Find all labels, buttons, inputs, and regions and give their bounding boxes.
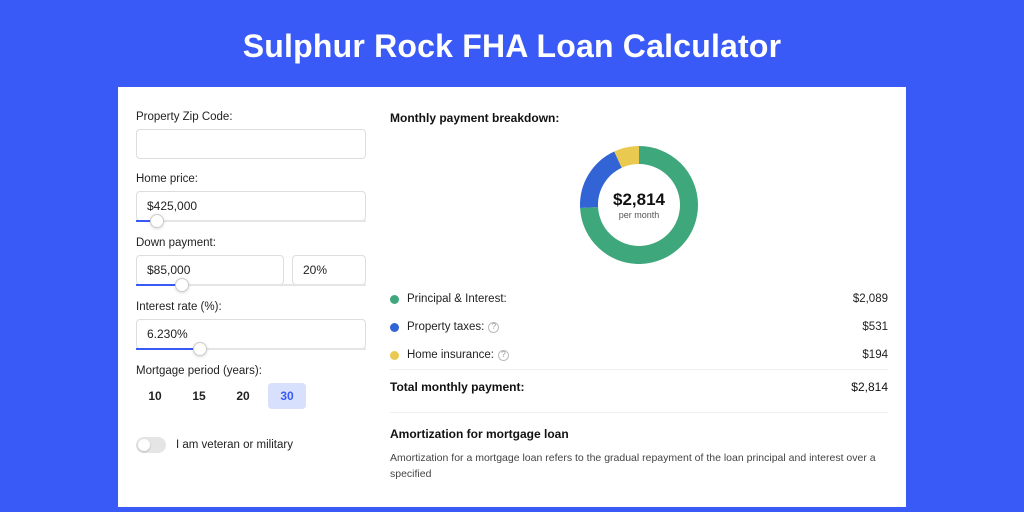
legend-dot [390, 295, 399, 304]
down-payment-slider[interactable] [136, 283, 366, 287]
veteran-row: I am veteran or military [136, 437, 366, 453]
home-price-label: Home price: [136, 173, 366, 185]
legend-dot [390, 323, 399, 332]
interest-rate-input[interactable] [136, 319, 366, 349]
legend-dot [390, 351, 399, 360]
breakdown-value: $194 [862, 349, 888, 361]
donut-segment-ins [618, 155, 639, 160]
info-icon[interactable]: ? [498, 350, 509, 361]
total-value: $2,814 [851, 380, 888, 394]
period-option-15[interactable]: 15 [180, 383, 218, 409]
breakdown-column: Monthly payment breakdown: $2,814 per mo… [384, 111, 888, 507]
breakdown-value: $531 [862, 321, 888, 333]
breakdown-title: Monthly payment breakdown: [390, 111, 888, 125]
toggle-thumb [138, 439, 150, 451]
breakdown-rows: Principal & Interest:$2,089Property taxe… [390, 285, 888, 369]
amortization-title: Amortization for mortgage loan [390, 427, 888, 441]
mortgage-period-label: Mortgage period (years): [136, 365, 366, 377]
interest-rate-field-group: Interest rate (%): [136, 301, 366, 351]
interest-rate-label: Interest rate (%): [136, 301, 366, 313]
breakdown-row: Property taxes:?$531 [390, 313, 888, 341]
veteran-toggle[interactable] [136, 437, 166, 453]
zip-field-group: Property Zip Code: [136, 111, 366, 159]
zip-input[interactable] [136, 129, 366, 159]
home-price-slider[interactable] [136, 219, 366, 223]
breakdown-row: Home insurance:?$194 [390, 341, 888, 369]
period-option-10[interactable]: 10 [136, 383, 174, 409]
donut-center-label: per month [613, 210, 665, 220]
calculator-card: Property Zip Code: Home price: Down paym… [118, 87, 906, 507]
period-options: 10152030 [136, 383, 366, 409]
amortization-text: Amortization for a mortgage loan refers … [390, 451, 888, 483]
inputs-column: Property Zip Code: Home price: Down paym… [136, 111, 384, 507]
down-payment-amount-input[interactable] [136, 255, 284, 285]
zip-label: Property Zip Code: [136, 111, 366, 123]
down-payment-label: Down payment: [136, 237, 366, 249]
donut-center-value: $2,814 [613, 190, 665, 210]
amortization-section: Amortization for mortgage loan Amortizat… [390, 412, 888, 483]
home-price-field-group: Home price: [136, 173, 366, 223]
total-row: Total monthly payment: $2,814 [390, 369, 888, 408]
breakdown-row: Principal & Interest:$2,089 [390, 285, 888, 313]
donut-chart-wrap: $2,814 per month [390, 135, 888, 285]
breakdown-label: Principal & Interest: [407, 293, 853, 305]
slider-thumb[interactable] [150, 214, 164, 228]
info-icon[interactable]: ? [488, 322, 499, 333]
veteran-label: I am veteran or military [176, 439, 293, 451]
home-price-input[interactable] [136, 191, 366, 221]
breakdown-label: Home insurance:? [407, 349, 862, 361]
interest-rate-slider[interactable] [136, 347, 366, 351]
down-payment-field-group: Down payment: [136, 237, 366, 287]
slider-thumb[interactable] [175, 278, 189, 292]
period-option-30[interactable]: 30 [268, 383, 306, 409]
down-payment-pct-input[interactable] [292, 255, 366, 285]
slider-thumb[interactable] [193, 342, 207, 356]
donut-chart: $2,814 per month [575, 141, 703, 269]
breakdown-value: $2,089 [853, 293, 888, 305]
page-title: Sulphur Rock FHA Loan Calculator [0, 0, 1024, 87]
breakdown-label: Property taxes:? [407, 321, 862, 333]
mortgage-period-field-group: Mortgage period (years): 10152030 [136, 365, 366, 409]
total-label: Total monthly payment: [390, 380, 851, 394]
period-option-20[interactable]: 20 [224, 383, 262, 409]
